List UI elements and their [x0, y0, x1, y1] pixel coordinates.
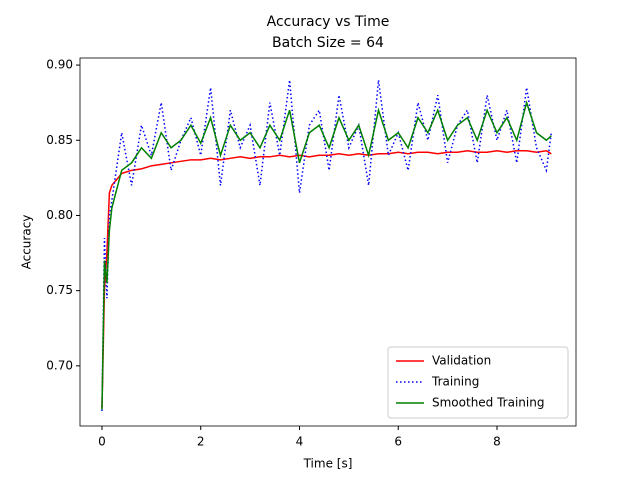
- data-line: [101, 100, 552, 410]
- legend-label: Smoothed Training: [432, 396, 544, 410]
- y-tick-label: 0.90: [46, 58, 73, 72]
- y-tick-label: 0.75: [46, 283, 73, 297]
- chart-title: Batch Size = 64: [272, 35, 384, 51]
- legend-label: Validation: [432, 354, 491, 368]
- plot-frame: [79, 57, 577, 427]
- x-tick-label: 0: [98, 435, 106, 449]
- x-tick-label: 4: [296, 435, 304, 449]
- legend-label: Training: [431, 375, 479, 389]
- chart-title: Accuracy vs Time: [267, 14, 390, 30]
- y-tick-label: 0.70: [46, 358, 73, 372]
- data-line: [101, 80, 553, 411]
- y-axis-label: Accuracy: [20, 215, 34, 270]
- y-tick-label: 0.85: [46, 133, 73, 147]
- x-tick-label: 6: [394, 435, 402, 449]
- x-tick-label: 2: [197, 435, 205, 449]
- x-axis-label: Time [s]: [303, 457, 353, 471]
- y-tick-label: 0.80: [46, 208, 73, 222]
- x-tick-label: 8: [493, 435, 501, 449]
- legend-box: [387, 346, 569, 419]
